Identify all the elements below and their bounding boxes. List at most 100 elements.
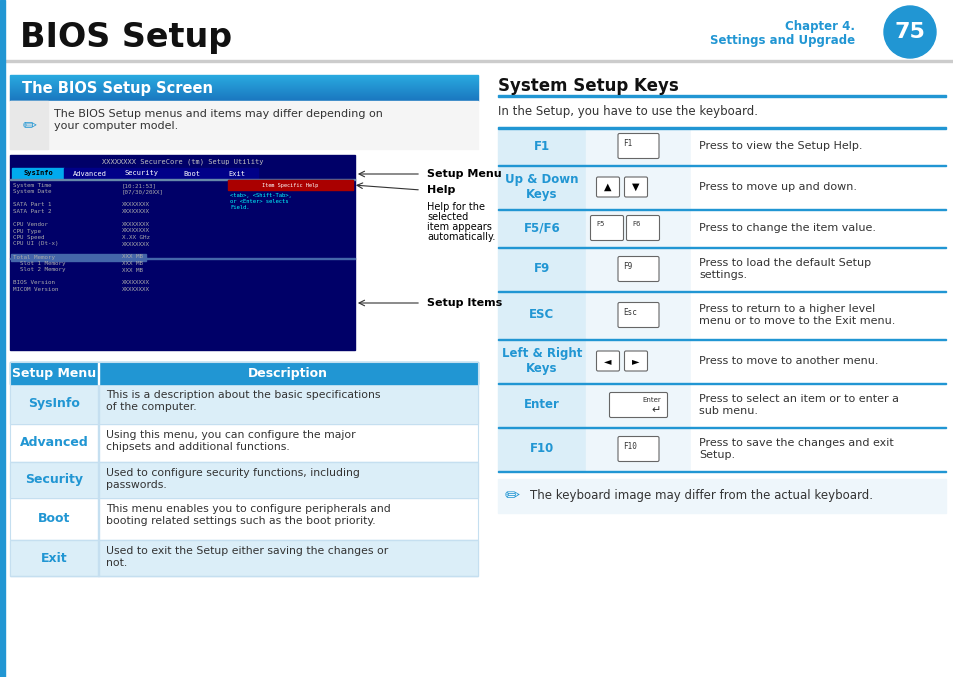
Text: selected: selected bbox=[427, 212, 468, 222]
Text: ESC: ESC bbox=[529, 309, 554, 322]
Bar bbox=[10, 155, 355, 350]
Text: SysInfo: SysInfo bbox=[28, 397, 80, 410]
Bar bbox=[10, 76, 477, 77]
Bar bbox=[10, 87, 477, 88]
Text: CPU Vendor: CPU Vendor bbox=[13, 222, 48, 227]
Bar bbox=[10, 101, 48, 149]
Bar bbox=[690, 127, 945, 165]
Bar bbox=[585, 291, 690, 339]
Bar bbox=[10, 78, 477, 79]
Text: Total Memory: Total Memory bbox=[13, 255, 55, 259]
Text: ◄: ◄ bbox=[603, 356, 611, 366]
Text: F9: F9 bbox=[534, 263, 550, 276]
Text: Help for the: Help for the bbox=[427, 202, 484, 212]
Text: Boot: Boot bbox=[183, 171, 200, 177]
Text: Setup Items: Setup Items bbox=[427, 298, 501, 308]
Text: MICOM Version: MICOM Version bbox=[13, 287, 58, 292]
Bar bbox=[0, 0, 5, 677]
Bar bbox=[98, 462, 99, 498]
Text: Exit: Exit bbox=[229, 171, 245, 177]
Text: Press to move to another menu.: Press to move to another menu. bbox=[699, 356, 878, 366]
Bar bbox=[12, 168, 64, 179]
Text: Up & Down
Keys: Up & Down Keys bbox=[505, 173, 578, 201]
Text: 75: 75 bbox=[894, 22, 924, 42]
Bar bbox=[497, 209, 585, 247]
Text: ↵: ↵ bbox=[651, 405, 660, 415]
Bar bbox=[497, 290, 945, 292]
Bar bbox=[497, 95, 945, 97]
Bar bbox=[585, 427, 690, 471]
Text: Used to configure security functions, including
passwords.: Used to configure security functions, in… bbox=[106, 468, 359, 489]
Text: item appears: item appears bbox=[427, 222, 492, 232]
Bar bbox=[690, 247, 945, 291]
Text: System Time: System Time bbox=[13, 183, 51, 188]
Text: Using this menu, you can configure the major
chipsets and additional functions.: Using this menu, you can configure the m… bbox=[106, 430, 355, 452]
Text: XXX MB: XXX MB bbox=[122, 261, 143, 266]
Bar bbox=[10, 98, 477, 99]
Bar bbox=[10, 77, 477, 78]
Bar bbox=[11, 254, 146, 261]
Bar bbox=[585, 247, 690, 291]
Text: X.XX GHz: X.XX GHz bbox=[122, 235, 150, 240]
Bar bbox=[5, 60, 953, 62]
Bar bbox=[10, 424, 477, 462]
Text: Help: Help bbox=[427, 185, 455, 195]
Text: Slot 1 Memory: Slot 1 Memory bbox=[13, 261, 66, 266]
Bar bbox=[10, 84, 477, 85]
Bar bbox=[10, 258, 355, 259]
Text: Security: Security bbox=[125, 171, 159, 177]
Text: ▲: ▲ bbox=[603, 182, 611, 192]
Bar bbox=[10, 362, 477, 384]
Bar bbox=[690, 427, 945, 471]
Text: This menu enables you to configure peripherals and
booting related settings such: This menu enables you to configure perip… bbox=[106, 504, 391, 525]
Bar bbox=[10, 83, 477, 84]
Text: Enter: Enter bbox=[641, 397, 660, 403]
Bar bbox=[497, 339, 585, 383]
Bar bbox=[585, 209, 690, 247]
Bar bbox=[497, 247, 585, 291]
Text: This is a description about the basic specifications
of the computer.: This is a description about the basic sp… bbox=[106, 390, 380, 412]
Text: Security: Security bbox=[25, 473, 83, 487]
Text: F6: F6 bbox=[631, 221, 639, 227]
Bar bbox=[10, 85, 477, 86]
Text: Press to view the Setup Help.: Press to view the Setup Help. bbox=[699, 141, 862, 151]
Text: BIOS Version: BIOS Version bbox=[13, 280, 55, 286]
FancyBboxPatch shape bbox=[624, 177, 647, 197]
Text: Chapter 4.: Chapter 4. bbox=[784, 20, 854, 33]
Bar bbox=[497, 479, 945, 513]
Text: System Date: System Date bbox=[13, 190, 51, 194]
Text: XXXXXXXX: XXXXXXXX bbox=[122, 229, 150, 234]
Circle shape bbox=[883, 6, 935, 58]
Bar bbox=[10, 90, 477, 91]
Text: Advanced: Advanced bbox=[20, 437, 89, 450]
Bar bbox=[690, 165, 945, 209]
Text: XXXXXXXX: XXXXXXXX bbox=[122, 202, 150, 207]
Text: Advanced: Advanced bbox=[73, 171, 107, 177]
Bar bbox=[215, 168, 257, 179]
FancyBboxPatch shape bbox=[624, 351, 647, 371]
Bar bbox=[690, 291, 945, 339]
Text: XXXXXXXX: XXXXXXXX bbox=[122, 222, 150, 227]
Text: CPU Type: CPU Type bbox=[13, 229, 41, 234]
Text: automatically.: automatically. bbox=[427, 232, 495, 242]
Bar bbox=[168, 168, 215, 179]
FancyBboxPatch shape bbox=[590, 215, 623, 240]
Bar bbox=[10, 91, 477, 92]
Bar bbox=[10, 75, 477, 76]
Bar bbox=[10, 575, 477, 576]
FancyBboxPatch shape bbox=[618, 257, 659, 282]
Bar bbox=[497, 427, 585, 471]
Bar bbox=[10, 101, 477, 149]
Bar bbox=[690, 383, 945, 427]
Text: Setup Menu: Setup Menu bbox=[427, 169, 501, 179]
Bar bbox=[497, 383, 585, 427]
Bar bbox=[10, 94, 477, 95]
Text: The BIOS Setup menus and items may differ depending on
your computer model.: The BIOS Setup menus and items may diffe… bbox=[54, 109, 382, 131]
Bar bbox=[10, 100, 477, 101]
Text: <tab>, <Shift-Tab>,
or <Enter> selects
Field.: <tab>, <Shift-Tab>, or <Enter> selects F… bbox=[230, 193, 292, 210]
Text: Press to load the default Setup
settings.: Press to load the default Setup settings… bbox=[699, 258, 870, 280]
Text: SATA Part 1: SATA Part 1 bbox=[13, 202, 51, 207]
Bar bbox=[98, 424, 99, 462]
Bar bbox=[690, 339, 945, 383]
Text: The BIOS Setup Screen: The BIOS Setup Screen bbox=[22, 81, 213, 95]
